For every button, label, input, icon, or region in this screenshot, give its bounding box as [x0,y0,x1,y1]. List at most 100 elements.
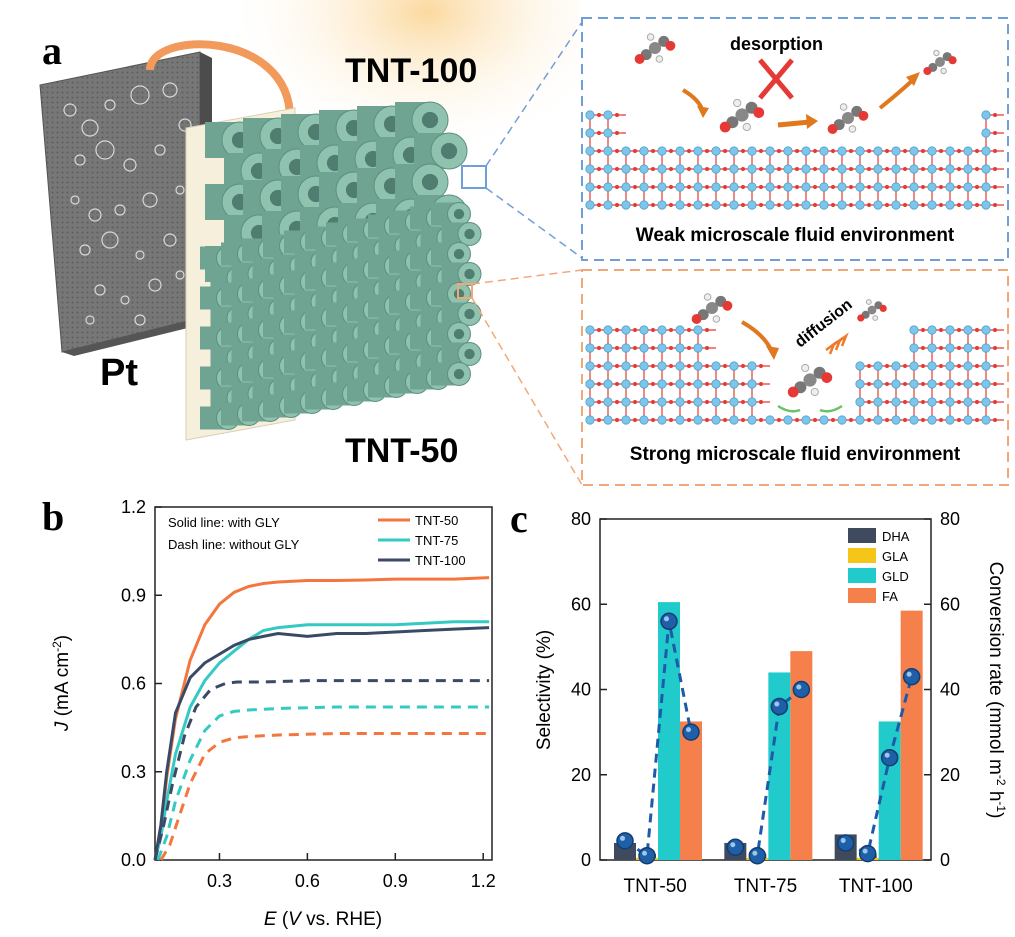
bubble [70,195,80,205]
ti-atom [963,200,973,210]
ti-atom [711,397,721,407]
bubble [101,231,119,249]
ti-atom [675,415,685,425]
ti-atom [585,379,595,389]
ti-atom [783,415,793,425]
ti-atom [765,415,775,425]
weak-environment-box: desorption Weak microscale fluid environ… [581,17,1009,261]
conversion-rate-point [660,612,678,631]
ti-atom [945,415,955,425]
ti-atom [963,325,973,335]
ti-atom [603,200,613,210]
connecting-wire [146,40,294,119]
series-line-tnt-50 [153,576,490,861]
y2-tick-label: 40 [940,680,960,700]
conversion-rate-point [836,834,855,852]
ti-atom [675,325,685,335]
ti-atom [837,415,847,425]
ti-atom [801,415,811,425]
conversion-rate-point [638,846,656,865]
ti-atom [927,379,937,389]
ti-atom [765,200,775,210]
pt-label: Pt [100,352,138,394]
ti-atom [873,200,883,210]
panel-b-label: b [42,494,64,539]
bubble [175,270,185,280]
strong-environment-caption: Strong microscale fluid environment [630,444,961,465]
ti-atom [783,164,793,174]
y-tick-label: 0 [581,850,591,870]
ti-atom [819,200,829,210]
ti-atom [657,164,667,174]
ti-atom [693,361,703,371]
ti-atom [891,200,901,210]
ti-atom [585,146,595,156]
ti-atom [945,343,955,353]
ti-atom [891,397,901,407]
ti-atom [747,164,757,174]
y2-tick-label: 0 [940,850,950,870]
zoom-marker-bottom [457,283,473,299]
y2-axis-label: Conversion rate (mmol m-2 h-1) [985,562,1008,819]
ti-atom [585,343,595,353]
ti-atom [927,182,937,192]
ti-atom [963,343,973,353]
ti-atom [783,182,793,192]
ti-atom [801,146,811,156]
y-tick-label: 1.2 [121,497,146,517]
ti-atom [927,325,937,335]
flow-arrow-icon [819,404,843,413]
x-tick-label: 1.2 [471,871,496,891]
ti-atom [711,379,721,389]
legend-swatch [848,548,876,563]
ti-atom [981,146,991,156]
ti-atom [747,397,757,407]
ti-atom [639,325,649,335]
ti-atom [639,415,649,425]
bar-gld [878,721,901,860]
ti-atom [711,415,721,425]
legend-label: TNT-50 [415,513,458,528]
surface-lattice [585,325,1004,425]
ti-atom [657,325,667,335]
bubble [162,82,178,98]
ti-atom [909,164,919,174]
gas-bubbles [63,82,192,326]
ti-atom [819,415,829,425]
ti-atom [909,343,919,353]
ti-atom [657,379,667,389]
bubble [163,233,177,247]
ti-atom [855,182,865,192]
ti-atom [945,397,955,407]
ti-atom [747,379,757,389]
ti-atom [729,361,739,371]
annotation-dash: Dash line: without GLY [168,537,300,552]
bubble [154,144,166,156]
ti-atom [675,343,685,353]
ti-atom [927,361,937,371]
glycerol-molecule [827,103,869,134]
ti-atom [657,343,667,353]
ti-atom [927,343,937,353]
glycerol-molecule [923,49,957,76]
ti-atom [909,379,919,389]
legend: DHA GLA GLD FA [848,528,910,604]
ti-atom [603,128,613,138]
transfer-arrow [777,119,811,128]
ti-atom [585,164,595,174]
ti-atom [837,146,847,156]
ti-atom [693,182,703,192]
ti-atom [873,379,883,389]
ti-atom [729,379,739,389]
glycerol-molecule [787,363,833,398]
ti-atom [927,146,937,156]
ti-atom [603,415,613,425]
ti-atom [981,164,991,174]
weak-environment-caption: Weak microscale fluid environment [636,225,955,246]
bar-gld [768,672,791,860]
series-lines [153,576,490,861]
y-axis-label: J (mA cm-2) [50,635,73,732]
ti-atom [801,182,811,192]
ti-atom [945,146,955,156]
